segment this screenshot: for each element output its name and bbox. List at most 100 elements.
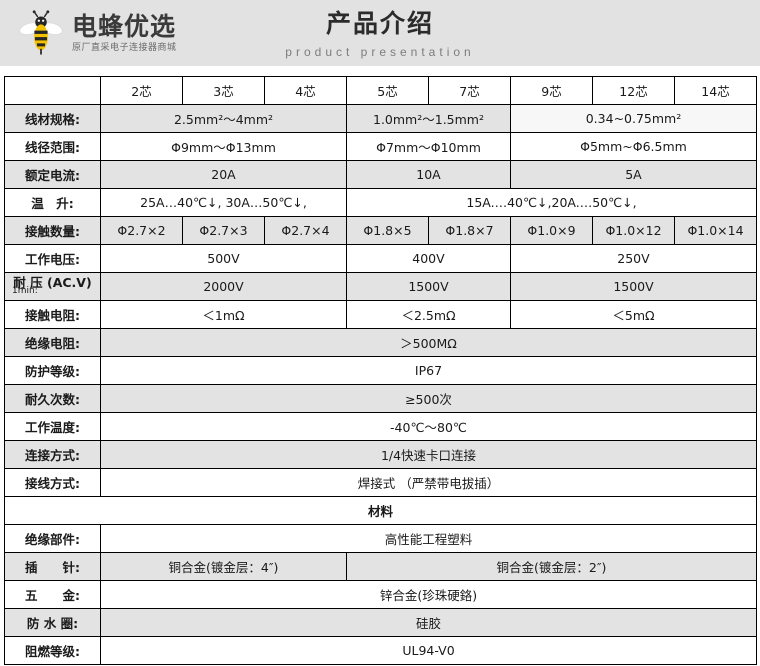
cell-contact-count-8: Φ1.0×14 bbox=[674, 216, 757, 245]
cell-rated-current-3: 5A bbox=[510, 160, 757, 189]
row-label-insulation-part: 绝缘部件: bbox=[4, 524, 101, 553]
cell-wire-diameter-3: Φ5mm~Φ6.5mm bbox=[510, 132, 757, 161]
row-label-connection-type: 连接方式: bbox=[4, 440, 101, 469]
specification-table: 2芯 3芯 4芯 5芯 7芯 9芯 12芯 14芯 线材规格: 2.5mm²～4… bbox=[4, 76, 757, 665]
cell-temp-rise-2: 15A.…40℃↓,20A.…50℃↓, bbox=[346, 188, 757, 217]
table-row-insulation-resistance: 绝缘电阻: ＞500MΩ bbox=[4, 328, 757, 357]
cell-working-voltage-3: 250V bbox=[510, 244, 757, 273]
cell-wiring-type: 焊接式 （严禁带电拔插） bbox=[100, 468, 757, 497]
cell-connection-type: 1/4快速卡口连接 bbox=[100, 440, 757, 469]
table-header-row: 2芯 3芯 4芯 5芯 7芯 9芯 12芯 14芯 bbox=[4, 76, 757, 105]
cell-working-voltage-2: 400V bbox=[346, 244, 511, 273]
cell-flame-rating: UL94-V0 bbox=[100, 636, 757, 665]
bee-logo-icon bbox=[18, 10, 64, 56]
cell-contact-resistance-1: ＜1mΩ bbox=[100, 300, 347, 329]
cell-durability: ≥500次 bbox=[100, 384, 757, 413]
row-label-working-voltage: 工作电压: bbox=[4, 244, 101, 273]
cell-contact-count-5: Φ1.8×7 bbox=[428, 216, 511, 245]
header-corner-cell bbox=[4, 76, 101, 105]
cell-rated-current-1: 20A bbox=[100, 160, 347, 189]
row-label-contact-count: 接触数量: bbox=[4, 216, 101, 245]
header-cell-9core: 9芯 bbox=[510, 76, 593, 105]
cell-wire-spec-1: 2.5mm²～4mm² bbox=[100, 104, 347, 133]
table-row-rated-current: 额定电流: 20A 10A 5A bbox=[4, 160, 757, 189]
row-label-working-temperature: 工作温度: bbox=[4, 412, 101, 441]
cell-waterproof-ring: 硅胶 bbox=[100, 608, 757, 637]
cell-contact-count-1: Φ2.7×2 bbox=[100, 216, 183, 245]
cell-wire-diameter-2: Φ7mm～Φ10mm bbox=[346, 132, 511, 161]
cell-insulation-resistance: ＞500MΩ bbox=[100, 328, 757, 357]
brand-subtitle: 原厂直采电子连接器商城 bbox=[72, 42, 177, 53]
cell-pin-2: 铜合金(镀金层：2″) bbox=[346, 552, 757, 581]
row-label-waterproof-ring: 防 水 圈: bbox=[4, 608, 101, 637]
cell-contact-resistance-2: ＜2.5mΩ bbox=[346, 300, 511, 329]
cell-contact-count-7: Φ1.0×12 bbox=[592, 216, 675, 245]
header-cell-2core: 2芯 bbox=[100, 76, 183, 105]
cell-withstand-voltage-3: 1500V bbox=[510, 272, 757, 301]
table-row-insulation-part: 绝缘部件: 高性能工程塑料 bbox=[4, 524, 757, 553]
row-label-durability: 耐久次数: bbox=[4, 384, 101, 413]
brand-block: 电蜂优选 原厂直采电子连接器商城 bbox=[0, 10, 177, 56]
header-cell-14core: 14芯 bbox=[674, 76, 757, 105]
spec-table-wrap: 2芯 3芯 4芯 5芯 7芯 9芯 12芯 14芯 线材规格: 2.5mm²～4… bbox=[0, 66, 760, 665]
header-cell-3core: 3芯 bbox=[182, 76, 265, 105]
row-label-wiring-type: 接线方式: bbox=[4, 468, 101, 497]
table-row-working-temperature: 工作温度: -40℃～80℃ bbox=[4, 412, 757, 441]
header-cell-12core: 12芯 bbox=[592, 76, 675, 105]
table-row-pin: 插 针: 铜合金(镀金层：4″) 铜合金(镀金层：2″) bbox=[4, 552, 757, 581]
table-row-contact-resistance: 接触电阻: ＜1mΩ ＜2.5mΩ ＜5mΩ bbox=[4, 300, 757, 329]
table-row-withstand-voltage: 耐 压 (AC.V) 1min: 2000V 1500V 1500V bbox=[4, 272, 757, 301]
cell-contact-count-2: Φ2.7×3 bbox=[182, 216, 265, 245]
row-label-insulation-resistance: 绝缘电阻: bbox=[4, 328, 101, 357]
page-banner: 电蜂优选 原厂直采电子连接器商城 产品介绍 product presentati… bbox=[0, 0, 760, 66]
section-title-material: 材料 bbox=[4, 496, 757, 525]
cell-hardware: 锌合金(珍珠硬鉻) bbox=[100, 580, 757, 609]
header-cell-5core: 5芯 bbox=[346, 76, 429, 105]
table-row-wiring-type: 接线方式: 焊接式 （严禁带电拔插） bbox=[4, 468, 757, 497]
table-row-flame-rating: 阻燃等级: UL94-V0 bbox=[4, 636, 757, 665]
cell-wire-spec-3: 0.34~0.75mm² bbox=[510, 104, 757, 133]
cell-protection-grade: IP67 bbox=[100, 356, 757, 385]
table-row-contact-count: 接触数量: Φ2.7×2 Φ2.7×3 Φ2.7×4 Φ1.8×5 Φ1.8×7… bbox=[4, 216, 757, 245]
table-row-wire-diameter: 线径范围: Φ9mm～Φ13mm Φ7mm～Φ10mm Φ5mm~Φ6.5mm bbox=[4, 132, 757, 161]
row-label-rated-current: 额定电流: bbox=[4, 160, 101, 189]
table-row-hardware: 五 金: 锌合金(珍珠硬鉻) bbox=[4, 580, 757, 609]
table-section-material: 材料 bbox=[4, 496, 757, 525]
table-row-connection-type: 连接方式: 1/4快速卡口连接 bbox=[4, 440, 757, 469]
cell-contact-count-4: Φ1.8×5 bbox=[346, 216, 429, 245]
brand-name: 电蜂优选 bbox=[72, 11, 177, 41]
cell-working-voltage-1: 500V bbox=[100, 244, 347, 273]
row-label-withstand-voltage-sub: 1min: bbox=[12, 286, 38, 297]
table-row-wire-spec: 线材规格: 2.5mm²～4mm² 1.0mm²～1.5mm² 0.34~0.7… bbox=[4, 104, 757, 133]
row-label-flame-rating: 阻燃等级: bbox=[4, 636, 101, 665]
row-label-wire-spec: 线材规格: bbox=[4, 104, 101, 133]
row-label-contact-resistance: 接触电阻: bbox=[4, 300, 101, 329]
cell-contact-resistance-3: ＜5mΩ bbox=[510, 300, 757, 329]
table-row-protection-grade: 防护等级: IP67 bbox=[4, 356, 757, 385]
cell-withstand-voltage-1: 2000V bbox=[100, 272, 347, 301]
cell-wire-spec-2: 1.0mm²～1.5mm² bbox=[346, 104, 511, 133]
row-label-withstand-voltage-main: 耐 压 (AC.V) bbox=[13, 275, 92, 291]
cell-pin-1: 铜合金(镀金层：4″) bbox=[100, 552, 347, 581]
row-label-temp-rise: 温 升: bbox=[4, 188, 101, 217]
row-label-hardware: 五 金: bbox=[4, 580, 101, 609]
cell-wire-diameter-1: Φ9mm～Φ13mm bbox=[100, 132, 347, 161]
table-row-durability: 耐久次数: ≥500次 bbox=[4, 384, 757, 413]
table-row-waterproof-ring: 防 水 圈: 硅胶 bbox=[4, 608, 757, 637]
table-row-temp-rise: 温 升: 25A…40℃↓, 30A…50℃↓, 15A.…40℃↓,20A.…… bbox=[4, 188, 757, 217]
cell-contact-count-3: Φ2.7×4 bbox=[264, 216, 347, 245]
row-label-pin: 插 针: bbox=[4, 552, 101, 581]
row-label-withstand-voltage: 耐 压 (AC.V) 1min: bbox=[4, 272, 101, 301]
brand-text: 电蜂优选 原厂直采电子连接器商城 bbox=[72, 14, 177, 53]
table-row-working-voltage: 工作电压: 500V 400V 250V bbox=[4, 244, 757, 273]
header-cell-4core: 4芯 bbox=[264, 76, 347, 105]
cell-rated-current-2: 10A bbox=[346, 160, 511, 189]
row-label-wire-diameter: 线径范围: bbox=[4, 132, 101, 161]
row-label-protection-grade: 防护等级: bbox=[4, 356, 101, 385]
cell-working-temperature: -40℃～80℃ bbox=[100, 412, 757, 441]
header-cell-7core: 7芯 bbox=[428, 76, 511, 105]
cell-insulation-part: 高性能工程塑料 bbox=[100, 524, 757, 553]
cell-temp-rise-1: 25A…40℃↓, 30A…50℃↓, bbox=[100, 188, 347, 217]
cell-contact-count-6: Φ1.0×9 bbox=[510, 216, 593, 245]
cell-withstand-voltage-2: 1500V bbox=[346, 272, 511, 301]
